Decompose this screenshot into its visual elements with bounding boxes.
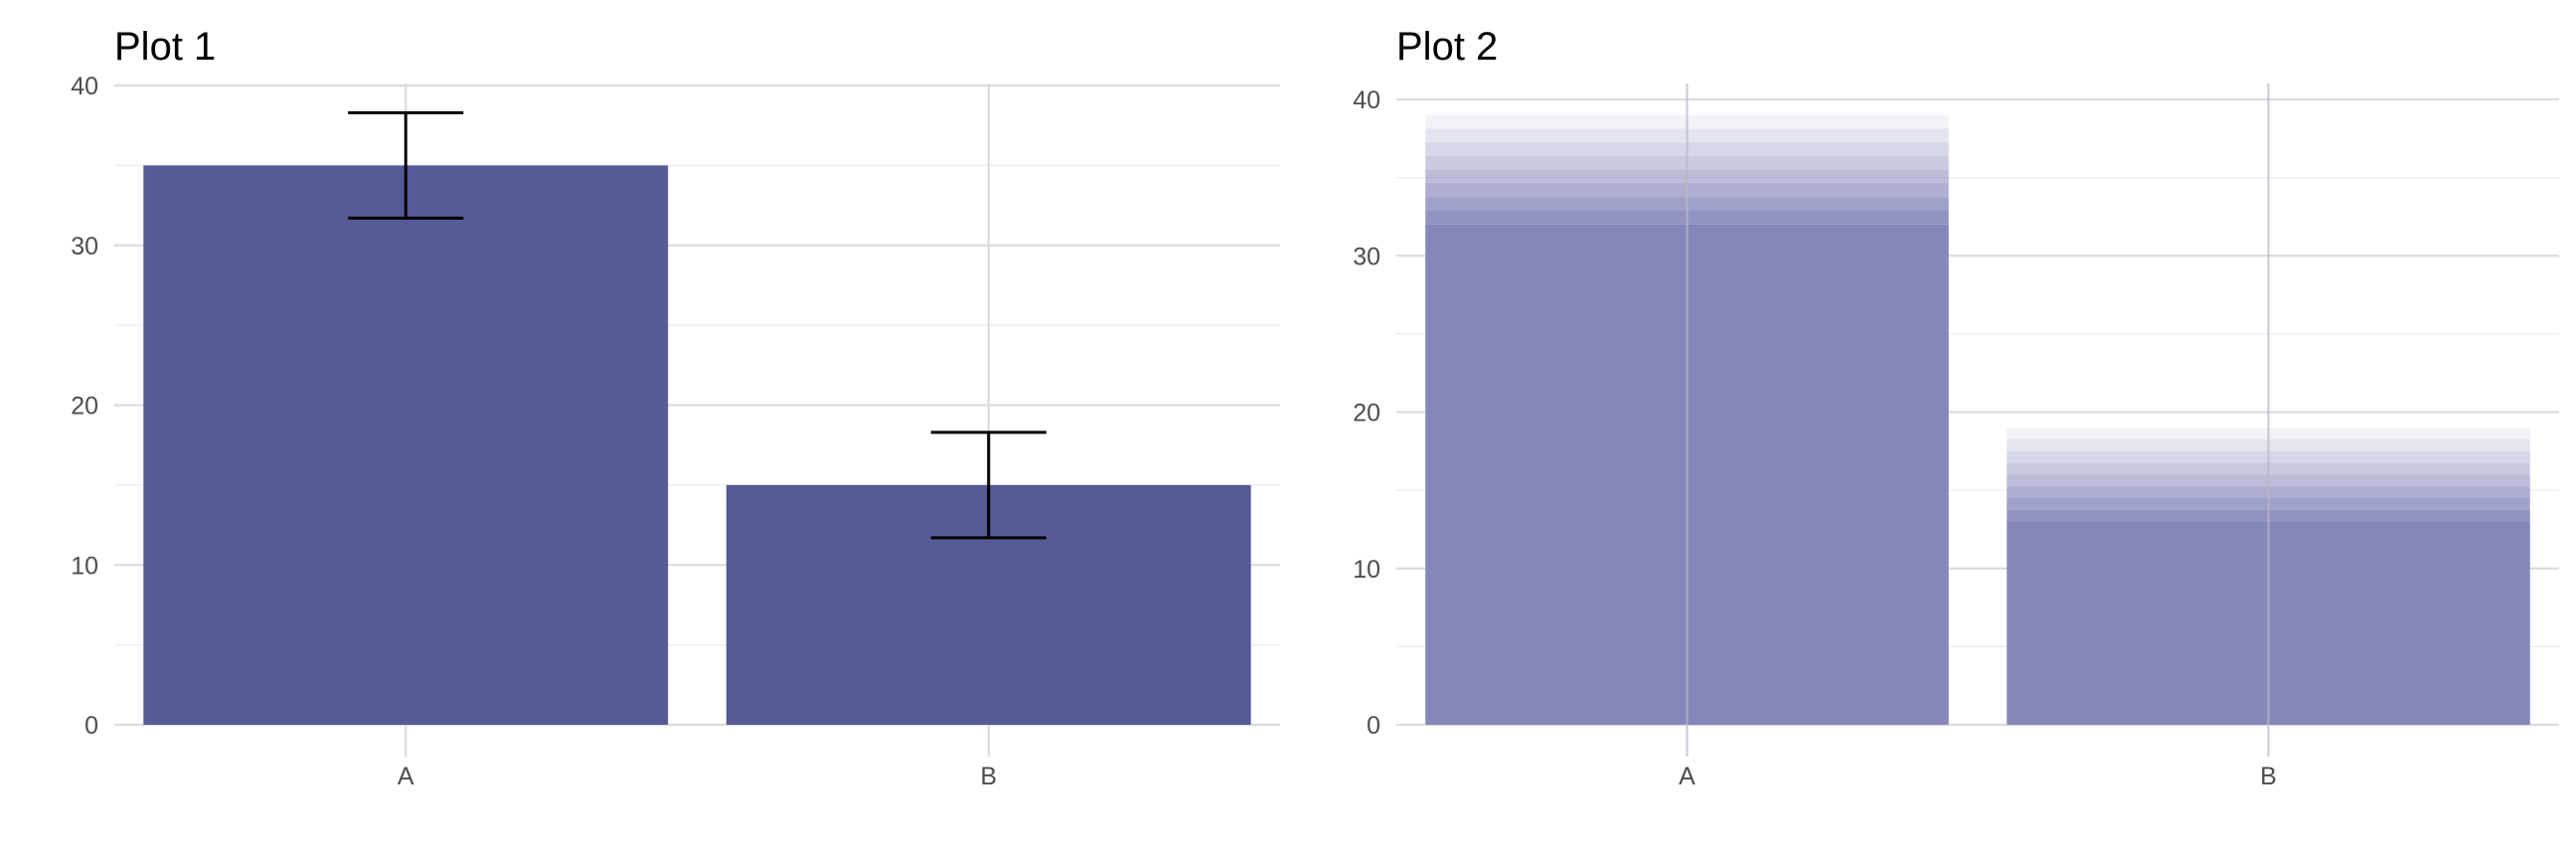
y-tick-label: 10 <box>1353 556 1380 584</box>
bar-A <box>143 165 669 725</box>
y-tick-label: 20 <box>1353 400 1380 428</box>
y-tick-label: 0 <box>1367 712 1380 740</box>
plot-title: Plot 2 <box>1396 25 1498 69</box>
plot-title: Plot 1 <box>114 25 216 69</box>
error-bar-B <box>930 430 1046 540</box>
plot-2-panel: Plot 2 0 10 20 30 40 A B <box>1353 25 2559 790</box>
x-tick-label-B: B <box>980 763 997 790</box>
x-tick-label-A: A <box>398 763 414 790</box>
y-tick-label: 20 <box>71 393 98 421</box>
x-tick-label-A: A <box>1679 763 1695 790</box>
x-tick-label-B: B <box>2260 763 2277 790</box>
y-tick-label: 10 <box>71 552 98 580</box>
y-tick-label: 0 <box>84 712 98 740</box>
error-bar-A <box>348 110 464 220</box>
y-tick-label: 30 <box>71 233 98 260</box>
plot-1-panel: Plot 1 0 10 20 30 40 A B <box>71 25 1280 790</box>
y-tick-label: 30 <box>1353 243 1380 270</box>
y-tick-label: 40 <box>1353 86 1380 114</box>
y-tick-label: 40 <box>71 73 98 100</box>
